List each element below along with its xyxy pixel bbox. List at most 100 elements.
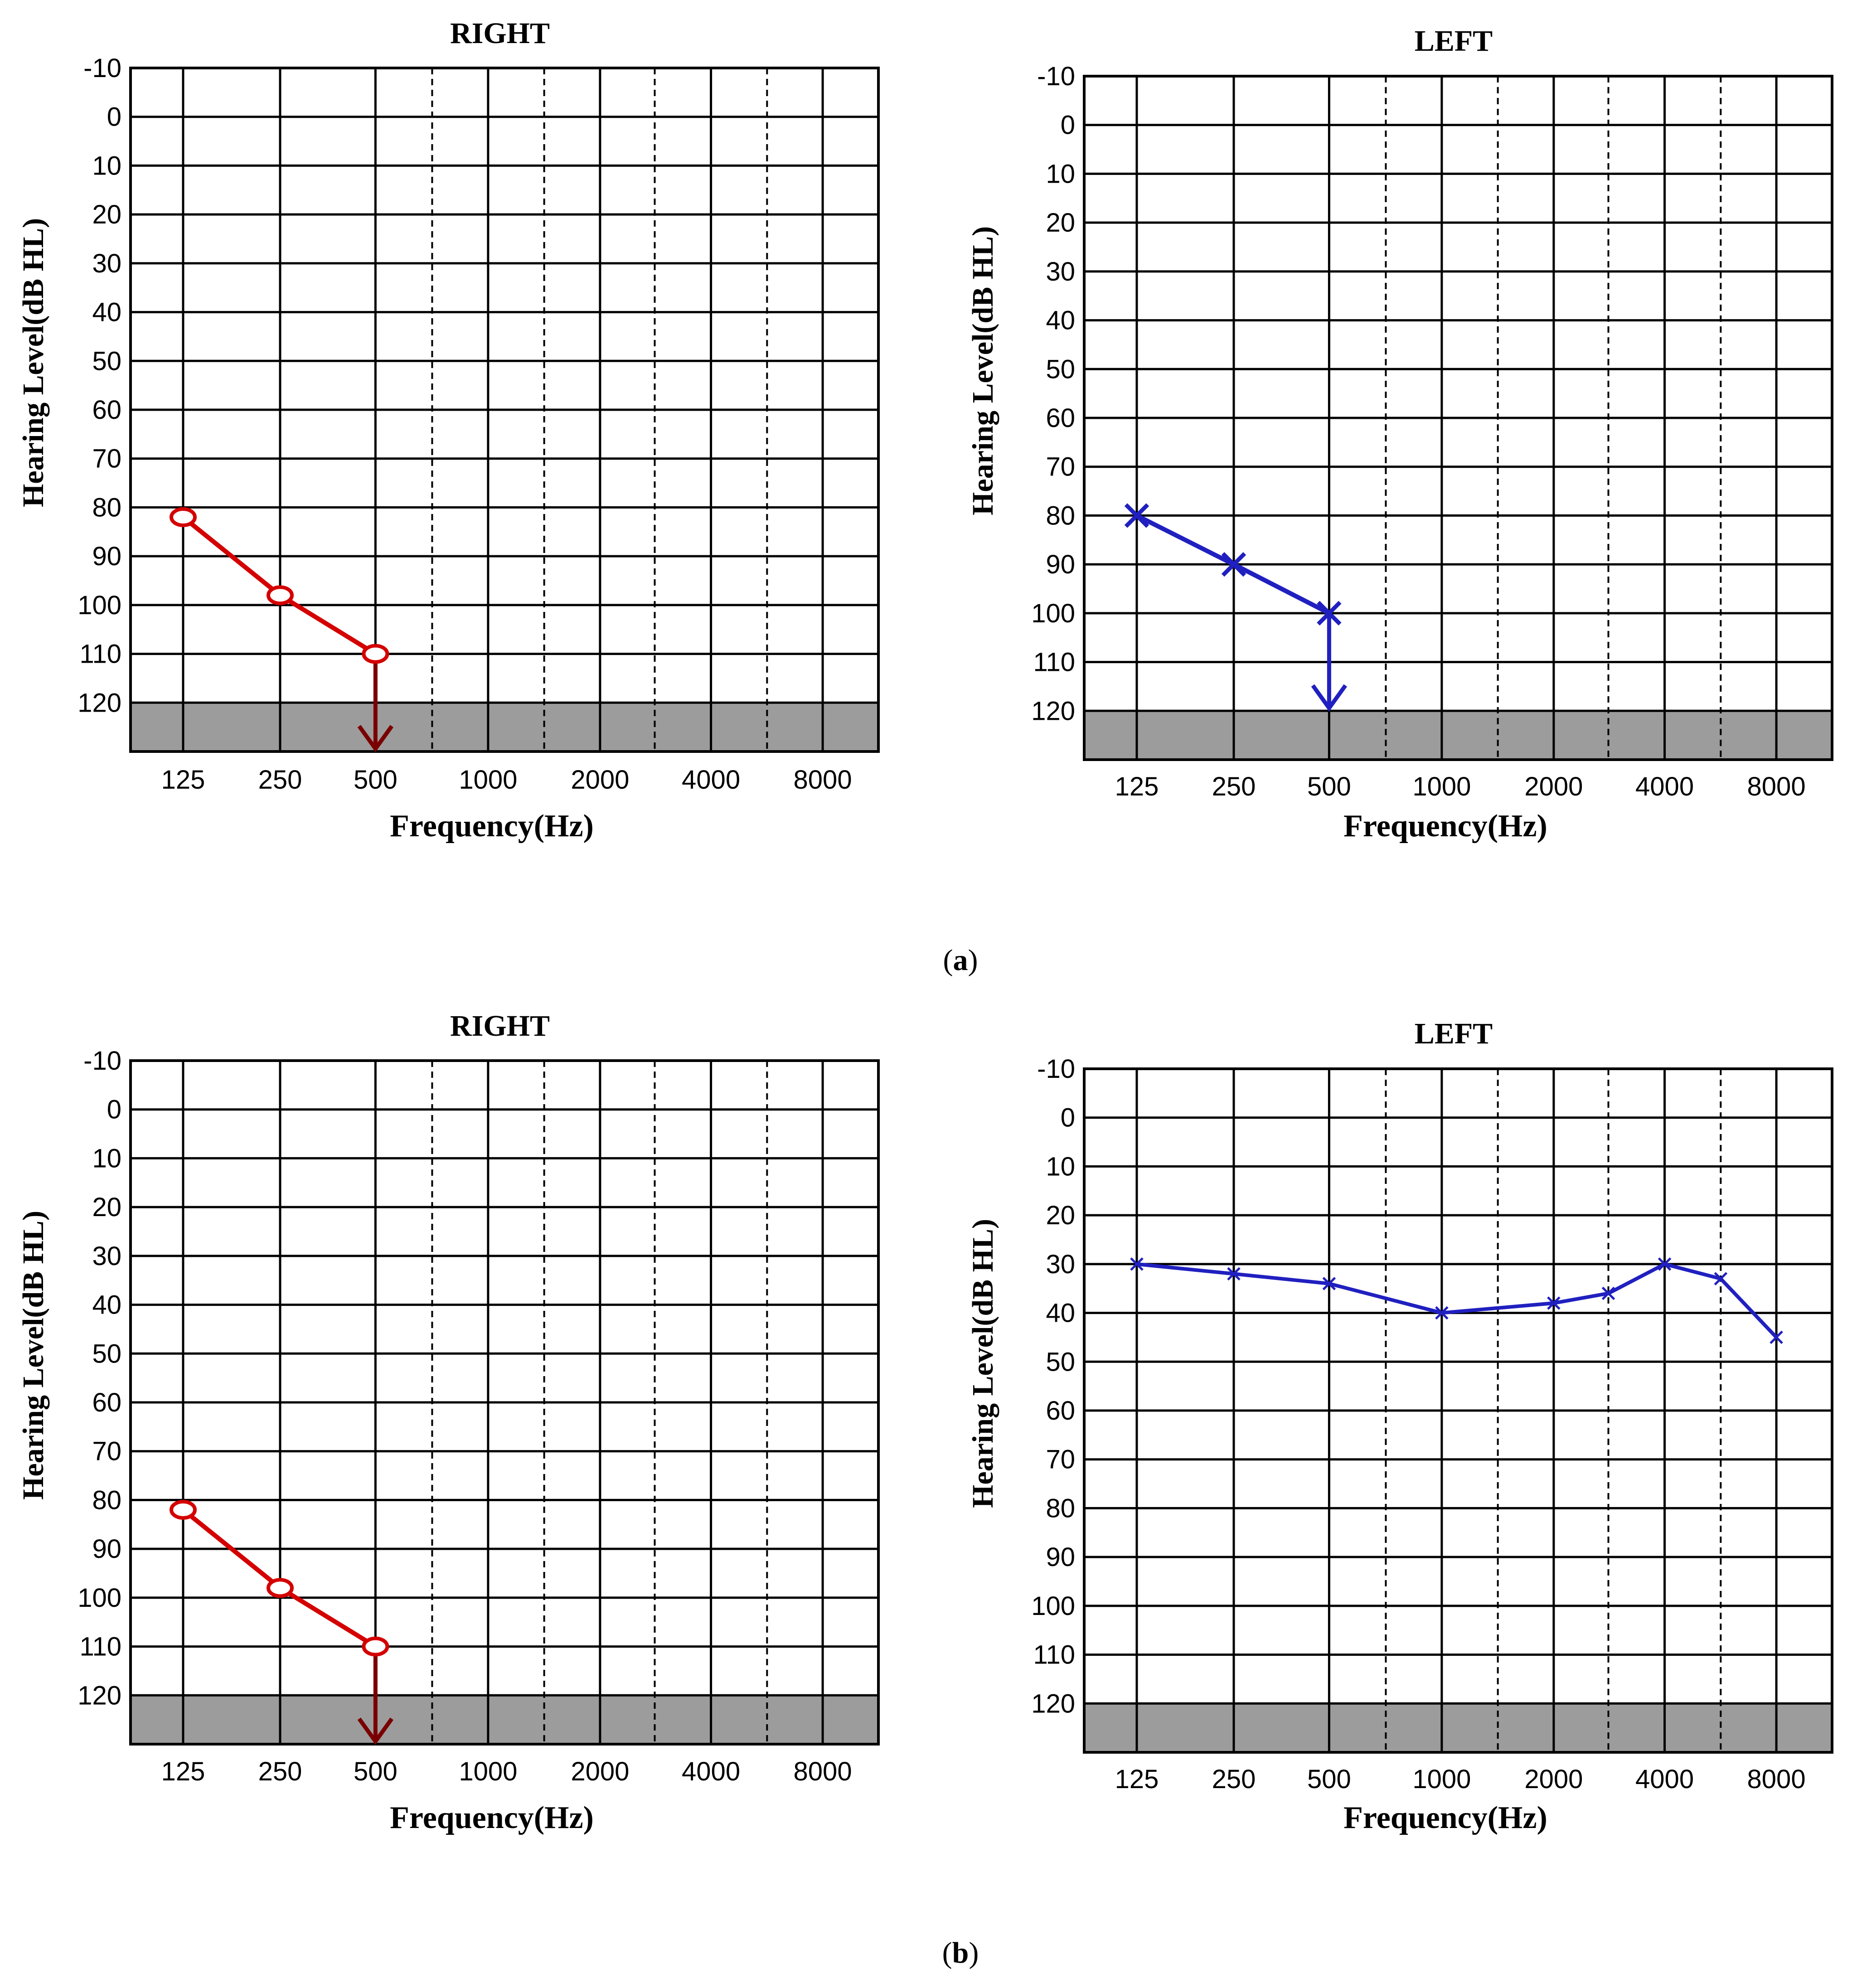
x-tick-label: 250 xyxy=(1212,1765,1256,1794)
data-point-circle xyxy=(169,1499,197,1520)
y-tick-label: 30 xyxy=(1046,257,1075,286)
data-point-x xyxy=(1547,1296,1561,1310)
x-tick-label: 4000 xyxy=(1635,1765,1694,1794)
y-tick-label: 40 xyxy=(92,298,121,327)
y-tick-label: -10 xyxy=(83,53,121,83)
y-tick-label: 90 xyxy=(92,1534,121,1564)
x-tick-label: 125 xyxy=(161,765,205,795)
x-tick-label: 8000 xyxy=(1747,772,1806,801)
x-tick-label: 1000 xyxy=(1412,772,1471,801)
audiogram-a-left: LEFT -10 0 10 20 30 40 50 60 70 80 90 100 110 120 125 25… xyxy=(966,24,1833,844)
x-tick-label: 8000 xyxy=(794,1757,852,1786)
x-tick-label: 1000 xyxy=(459,1757,517,1786)
y-tick-label: 60 xyxy=(1046,1396,1075,1426)
x-tick-label: 1000 xyxy=(459,765,517,795)
y-tick-label: 110 xyxy=(80,1632,121,1662)
data-point-circle xyxy=(267,1578,294,1598)
y-tick-label: 70 xyxy=(92,444,121,474)
x-tick-label: 250 xyxy=(1212,772,1256,801)
x-axis-label: Frequency(Hz) xyxy=(1343,1800,1547,1835)
data-point-circle xyxy=(362,644,389,664)
y-tick-label: 60 xyxy=(1046,403,1075,433)
y-axis-label: Hearing Level(dB HL) xyxy=(17,1211,50,1500)
y-tick-label: 10 xyxy=(92,151,121,180)
x-tick-label: 125 xyxy=(161,1757,205,1786)
data-point-x xyxy=(1130,1257,1144,1271)
y-axis-label: Hearing Level(dB HL) xyxy=(966,1219,999,1508)
plot-frame xyxy=(1083,75,1833,761)
y-tick-label: 70 xyxy=(1046,1445,1075,1474)
no-response-arrow-head xyxy=(357,725,394,752)
shaded-limit-band xyxy=(1084,711,1832,760)
data-point-circle xyxy=(169,507,197,527)
x-tick-label: 2000 xyxy=(571,765,629,795)
y-tick-label: 10 xyxy=(92,1144,121,1173)
y-tick-label: 0 xyxy=(107,102,121,132)
y-tick-label: 60 xyxy=(92,1388,121,1417)
y-tick-label: 70 xyxy=(92,1437,121,1466)
y-tick-label: 100 xyxy=(78,1583,121,1613)
y-tick-label: 120 xyxy=(78,1681,121,1710)
x-axis-label: Frequency(Hz) xyxy=(390,809,594,844)
data-point-x xyxy=(1221,552,1246,577)
y-tick-label: 120 xyxy=(1031,696,1075,726)
x-tick-label: 500 xyxy=(354,765,398,795)
shaded-limit-band xyxy=(131,1695,878,1744)
y-tick-label: -10 xyxy=(1037,62,1075,91)
data-point-x xyxy=(1124,503,1149,528)
shaded-limit-band xyxy=(131,703,878,752)
y-tick-label: 90 xyxy=(92,542,121,571)
x-tick-label: 2000 xyxy=(1524,1765,1583,1794)
y-tick-label: 0 xyxy=(1061,111,1075,140)
y-tick-label: 30 xyxy=(1046,1250,1075,1279)
y-tick-label: 70 xyxy=(1046,452,1075,482)
y-tick-label: 110 xyxy=(1033,1640,1075,1670)
y-axis-label: Hearing Level(dB HL) xyxy=(17,218,50,507)
x-tick-label: 125 xyxy=(1115,772,1159,801)
x-tick-label: 2000 xyxy=(1524,772,1583,801)
no-response-arrow-head xyxy=(1311,684,1348,712)
y-tick-label: 100 xyxy=(78,591,121,620)
chart-title: LEFT xyxy=(1415,1017,1493,1050)
y-tick-label: 50 xyxy=(1046,354,1075,384)
y-tick-label: 30 xyxy=(92,249,121,278)
data-point-x xyxy=(1317,601,1342,626)
y-tick-label: 30 xyxy=(92,1241,121,1271)
y-tick-label: -10 xyxy=(1037,1054,1075,1084)
x-tick-label: 4000 xyxy=(682,765,740,795)
caption-b: (b) xyxy=(942,1936,979,1969)
data-point-x xyxy=(1714,1272,1728,1285)
x-tick-label: 4000 xyxy=(1635,772,1694,801)
data-point-x xyxy=(1322,1277,1336,1290)
y-axis-label: Hearing Level(dB HL) xyxy=(966,226,999,515)
audiogram-b-right: RIGHT -10 0 10 20 30 40 50 60 70 80 90 100 110 120 125 2… xyxy=(17,1009,880,1835)
y-tick-label: 50 xyxy=(1046,1347,1075,1377)
audiogram-b-left: LEFT -10 0 10 20 30 40 50 60 70 80 90 100 110 120 125 25… xyxy=(966,1017,1833,1835)
y-tick-label: 80 xyxy=(92,1485,121,1515)
y-tick-label: 50 xyxy=(92,346,121,376)
y-tick-label: 110 xyxy=(80,640,121,669)
x-tick-label: 4000 xyxy=(682,1757,740,1786)
x-tick-label: 250 xyxy=(258,1757,302,1786)
x-tick-label: 125 xyxy=(1115,1765,1159,1794)
no-response-arrow-head xyxy=(357,1717,394,1745)
y-tick-label: -10 xyxy=(83,1046,121,1076)
y-tick-label: 20 xyxy=(1046,1201,1075,1230)
x-axis-label: Frequency(Hz) xyxy=(1343,809,1547,844)
data-point-x xyxy=(1227,1267,1241,1281)
x-tick-label: 8000 xyxy=(794,765,852,795)
data-point-x xyxy=(1658,1257,1672,1271)
plot-frame xyxy=(129,67,880,753)
x-tick-label: 500 xyxy=(354,1757,398,1786)
y-tick-label: 80 xyxy=(1046,1493,1075,1523)
y-tick-label: 10 xyxy=(1046,159,1075,189)
chart-title: LEFT xyxy=(1415,24,1493,58)
data-point-x xyxy=(1770,1330,1783,1344)
y-tick-label: 90 xyxy=(1046,550,1075,579)
y-tick-label: 120 xyxy=(1031,1689,1075,1718)
y-tick-label: 20 xyxy=(92,1193,121,1222)
y-tick-label: 40 xyxy=(1046,306,1075,335)
data-point-x xyxy=(1435,1306,1449,1320)
shaded-limit-band xyxy=(1084,1703,1832,1752)
